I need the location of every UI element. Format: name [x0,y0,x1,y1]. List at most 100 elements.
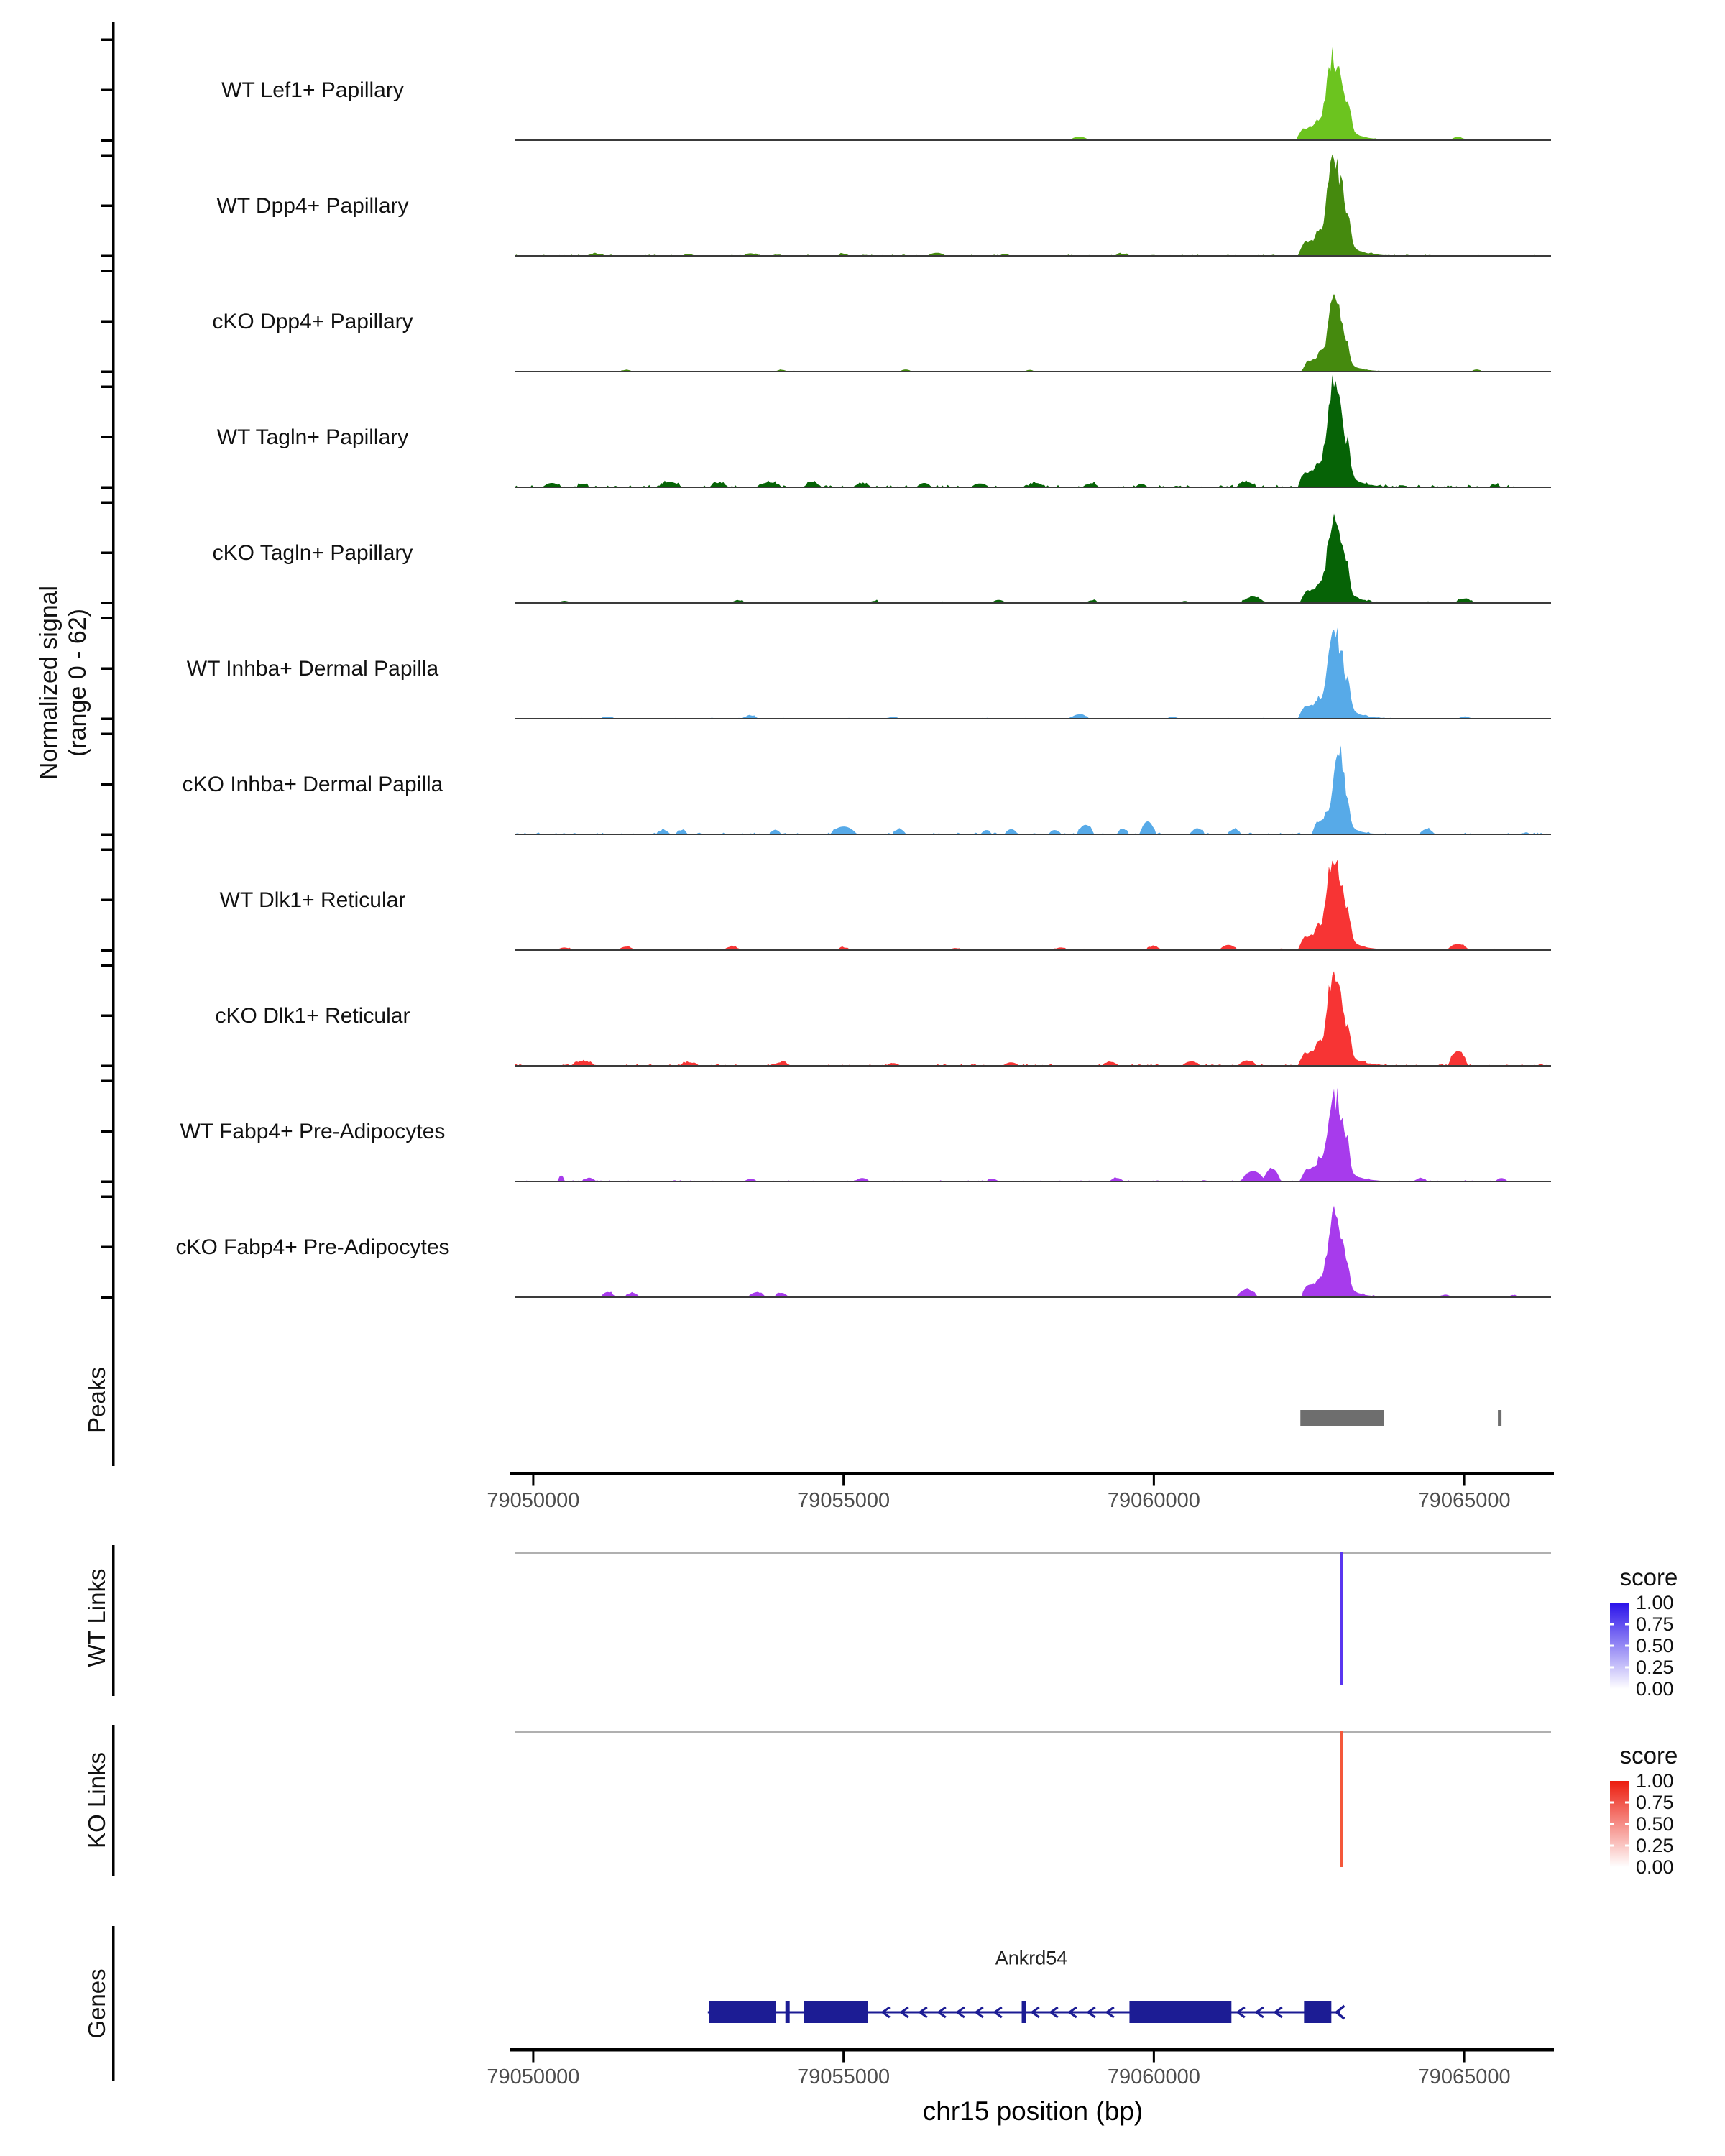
panel-axis-line [112,1545,115,1696]
genome-axis-tick [532,2051,535,2063]
gene-strand-arrow [918,2006,928,2019]
gene-exon [785,2001,790,2023]
score-legend-tick-label: 0.00 [1636,1856,1674,1878]
signal-y-axis-tick [101,833,112,836]
axis-tick-label: 79050000 [487,1489,580,1512]
genes-panel-label: Genes [83,1968,110,2039]
score-legend-tick-label: 0.50 [1636,1635,1674,1657]
wt-score-legend-title: score [1619,1564,1678,1590]
signal-y-axis-tick [101,385,112,388]
signal-y-axis-tick [101,1130,112,1133]
genome-axis-tick [842,2051,845,2063]
genome-axis-tick [842,1475,845,1486]
track-label: cKO Dlk1+ Reticular [215,1004,410,1028]
signal-y-axis-tick [101,667,112,670]
axis-tick-label: 79065000 [1417,1489,1511,1512]
gene-strand-arrow [1067,2006,1077,2019]
gene-strand-arrow [1086,2006,1096,2019]
signal-y-axis-tick [101,717,112,720]
genome-axis-line [510,2048,1554,2052]
track-label: WT Inhba+ Dermal Papilla [186,657,439,681]
link-line [1340,1731,1343,1867]
axis-tick-label: 79065000 [1417,2065,1511,2088]
signal-y-axis-tick [101,154,112,157]
track-label: WT Tagln+ Papillary [216,425,409,449]
genome-axis-tick [1152,2051,1155,2063]
track-label: WT Lef1+ Papillary [221,78,404,102]
gene-strand-arrow [1049,2006,1059,2019]
ko-links-panel-label: KO Links [83,1752,110,1848]
score-legend-tick-label: 1.00 [1636,1592,1674,1613]
signal-track-area [515,1205,1551,1298]
signal-y-axis-line [112,22,115,1350]
signal-y-axis-tick [101,732,112,735]
signal-axis-label: Normalized signal (range 0 - 62) [34,586,92,780]
signal-y-axis-tick [101,88,112,91]
genome-axis-line [510,1472,1554,1475]
signal-track-area [515,627,1551,719]
panel-axis-line [112,1344,115,1466]
axis-tick-label: 79055000 [797,1489,891,1512]
axis-tick-label: 79060000 [1107,2065,1200,2088]
links-baseline [515,1552,1551,1554]
gene-strand-arrow [937,2006,947,2019]
signal-track-area [515,1087,1551,1182]
signal-y-axis-tick [101,617,112,619]
gene-strand-arrow [974,2006,984,2019]
signal-y-axis-tick [101,1195,112,1198]
track-label: cKO Fabp4+ Pre-Adipocytes [175,1235,450,1259]
genome-axis-tick [1463,1475,1466,1486]
signal-track-area [515,513,1551,604]
gene-exon [1304,2001,1332,2023]
signal-y-axis-tick [101,949,112,952]
track-label: cKO Tagln+ Papillary [212,541,413,565]
signal-track-area [515,154,1551,257]
gene-exon [1021,2001,1026,2023]
signal-y-axis-tick [101,436,112,438]
gene-exon [804,2001,868,2023]
gene-strand-arrow [1030,2006,1040,2019]
gene-strand-arrow [880,2006,891,2019]
signal-y-axis-tick [101,783,112,786]
axis-tick-label: 79050000 [487,2065,580,2088]
signal-track-area [515,47,1551,141]
signal-y-axis-tick [101,602,112,604]
gene-exon [1129,2001,1232,2023]
gene-end-arrow [1334,2004,1346,2020]
signal-y-axis-tick [101,38,112,41]
signal-y-axis-tick [101,1079,112,1082]
track-label: WT Fabp4+ Pre-Adipocytes [180,1120,446,1143]
gene-strand-arrow [1254,2006,1264,2019]
axis-tick-label: 79060000 [1107,1489,1200,1512]
signal-y-axis-tick [101,898,112,901]
link-line [1340,1552,1343,1685]
signal-y-axis-tick [101,1296,112,1299]
track-label: cKO Dpp4+ Papillary [212,310,413,333]
score-legend-tick-label: 0.75 [1636,1613,1674,1635]
peak-region-bar [1498,1410,1502,1426]
signal-axis-label-line2: (range 0 - 62) [64,609,91,757]
gene-strand-arrow [1236,2006,1246,2019]
ko-score-legend-title: score [1619,1742,1678,1769]
signal-y-axis-tick [101,204,112,207]
score-legend-tick-label: 1.00 [1636,1770,1674,1792]
axis-tick-label: 79055000 [797,2065,891,2088]
track-label: cKO Inhba+ Dermal Papilla [182,773,443,796]
signal-axis-label-line1: Normalized signal [35,585,63,780]
score-legend-tick-label: 0.75 [1636,1792,1674,1813]
signal-y-axis-tick [101,370,112,373]
signal-track-area [515,745,1551,835]
peaks-panel-label: Peaks [83,1367,110,1433]
signal-y-axis-tick [101,139,112,142]
signal-y-axis-tick [101,270,112,272]
signal-track-area [515,860,1551,951]
gene-strand-arrow [1273,2006,1283,2019]
score-legend-tick-label: 0.25 [1636,1657,1674,1678]
panel-axis-line [112,1926,115,2081]
signal-track-area [515,293,1551,372]
panel-axis-line [112,1725,115,1876]
gene-strand-arrow [1105,2006,1115,2019]
genome-axis-tick [532,1475,535,1486]
